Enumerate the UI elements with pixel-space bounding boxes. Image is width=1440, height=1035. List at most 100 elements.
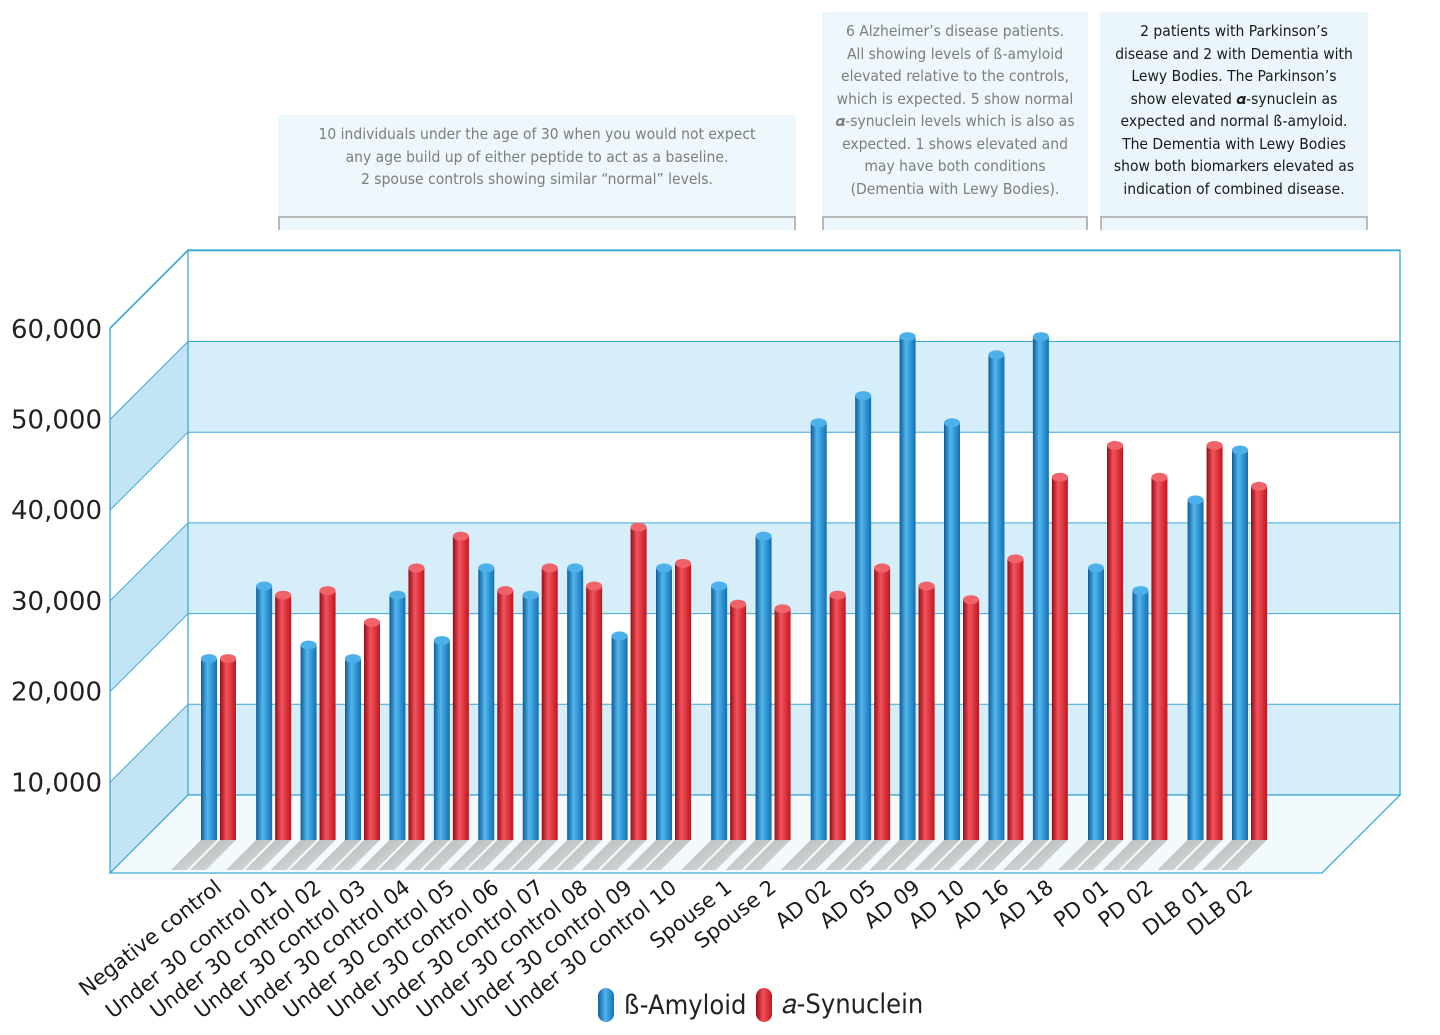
bar: [810, 422, 827, 840]
bar: [899, 336, 916, 840]
bar: [541, 567, 558, 840]
bar-cap: [656, 563, 673, 573]
bar: [220, 658, 236, 840]
bar-cap: [1007, 554, 1024, 564]
note-line: may have both conditions: [864, 157, 1046, 175]
bar: [1032, 336, 1049, 840]
bar-shadow: [556, 840, 603, 870]
bar-shadow: [171, 840, 217, 870]
bar: [1088, 567, 1105, 840]
legend-label: 𝑎-Synuclein: [782, 989, 924, 1020]
bar-shadow: [1221, 840, 1267, 870]
bar-cap: [1032, 332, 1049, 342]
bar: [319, 590, 336, 840]
y-tick-label: 10,000: [11, 768, 102, 798]
note-line: disease and 2 with Dementia with: [1115, 44, 1353, 63]
legend-beta-amyloid: ß-Amyloid: [598, 985, 746, 1025]
bar-shadow: [958, 840, 1005, 870]
bar-cap: [711, 581, 728, 591]
bar-cap: [944, 418, 961, 428]
bar-shadow: [1157, 840, 1204, 870]
bar-cap: [1206, 440, 1223, 450]
note-line: 10 individuals under the age of 30 when …: [318, 125, 756, 143]
bar-cap: [1051, 472, 1068, 482]
legend-alpha-synuclein: 𝑎-Synuclein: [756, 985, 923, 1025]
bar-cap: [389, 590, 406, 600]
bar-cap: [300, 640, 317, 650]
y-tick-label: 40,000: [11, 496, 102, 526]
bar: [363, 622, 380, 840]
bar-shadows: [171, 840, 1267, 870]
bar-shadow: [245, 840, 292, 870]
bar-shadow: [869, 840, 916, 870]
bar-shadow: [492, 840, 539, 870]
bar-shadow: [270, 840, 317, 870]
bar-shadow: [314, 840, 361, 870]
bar-cap: [1132, 586, 1149, 596]
bar-cap: [363, 617, 380, 627]
bar: [1187, 499, 1204, 840]
bar-shadow: [933, 840, 980, 870]
bar-shadow: [977, 840, 1024, 870]
bar-cap: [918, 581, 935, 591]
chart-edge: [109, 249, 189, 329]
note-line: show both biomarkers elevated as: [1113, 157, 1355, 175]
bar: [611, 635, 628, 840]
bar: [918, 586, 935, 840]
bar: [1132, 590, 1149, 840]
bar-shadow: [190, 840, 236, 870]
y-tick-label: 50,000: [11, 406, 102, 436]
note-line: show elevated 𝜶-synuclein as: [1130, 89, 1338, 108]
bar: [433, 640, 450, 840]
bar-shadow: [1176, 840, 1223, 870]
note-line: elevated relative to the controls,: [841, 67, 1069, 85]
bar-cap: [988, 350, 1005, 360]
bar: [711, 586, 728, 840]
note-line: indication of combined disease.: [1123, 179, 1345, 198]
bar-shadow: [626, 840, 673, 870]
bar-cap: [275, 590, 292, 600]
note-alzheimers: 6 Alzheimer’s disease patients. All show…: [822, 12, 1088, 230]
bar: [988, 354, 1005, 840]
bar: [944, 422, 961, 840]
note-bracket: [822, 216, 1088, 230]
bar-shadow: [378, 840, 425, 870]
bar-cap: [675, 558, 692, 568]
bar-shadow: [744, 840, 791, 870]
bar: [344, 658, 361, 840]
bar-shadow: [403, 840, 450, 870]
bar-shadow: [581, 840, 628, 870]
chart-wall-band: [110, 704, 188, 873]
bar: [408, 567, 425, 840]
note-line: All showing levels of ß-amyloid: [846, 44, 1064, 63]
bar-shadow: [799, 840, 846, 870]
bar-shadow: [681, 840, 728, 870]
bar: [478, 567, 495, 840]
alpha-synuclein-swatch: [756, 988, 772, 1022]
bar-shadow: [511, 840, 558, 870]
bar-cap: [408, 563, 425, 573]
bar-cap: [1088, 563, 1105, 573]
bar-cap: [497, 586, 514, 596]
legend-label: ß-Amyloid: [624, 989, 747, 1021]
note-bracket: [1100, 216, 1368, 230]
bar-shadow: [844, 840, 891, 870]
bar-shadow: [1077, 840, 1124, 870]
bar-cap: [755, 531, 772, 541]
bar-cap: [541, 563, 558, 573]
bar-cap: [611, 631, 628, 641]
bar: [963, 599, 980, 840]
bar: [630, 527, 647, 840]
bar-shadow: [780, 840, 827, 870]
bar-shadow: [537, 840, 584, 870]
bar-shadow: [1202, 840, 1248, 870]
bar-cap: [433, 635, 450, 645]
bar-cap: [1107, 440, 1124, 450]
note-line: 𝜶-synuclein levels which is also as: [835, 112, 1075, 130]
note-line: Lewy Bodies. The Parkinson’s: [1131, 67, 1337, 85]
gridline: [109, 613, 189, 692]
bar: [1007, 558, 1024, 840]
bar-cap: [586, 581, 603, 591]
bar-shadow: [467, 840, 514, 870]
